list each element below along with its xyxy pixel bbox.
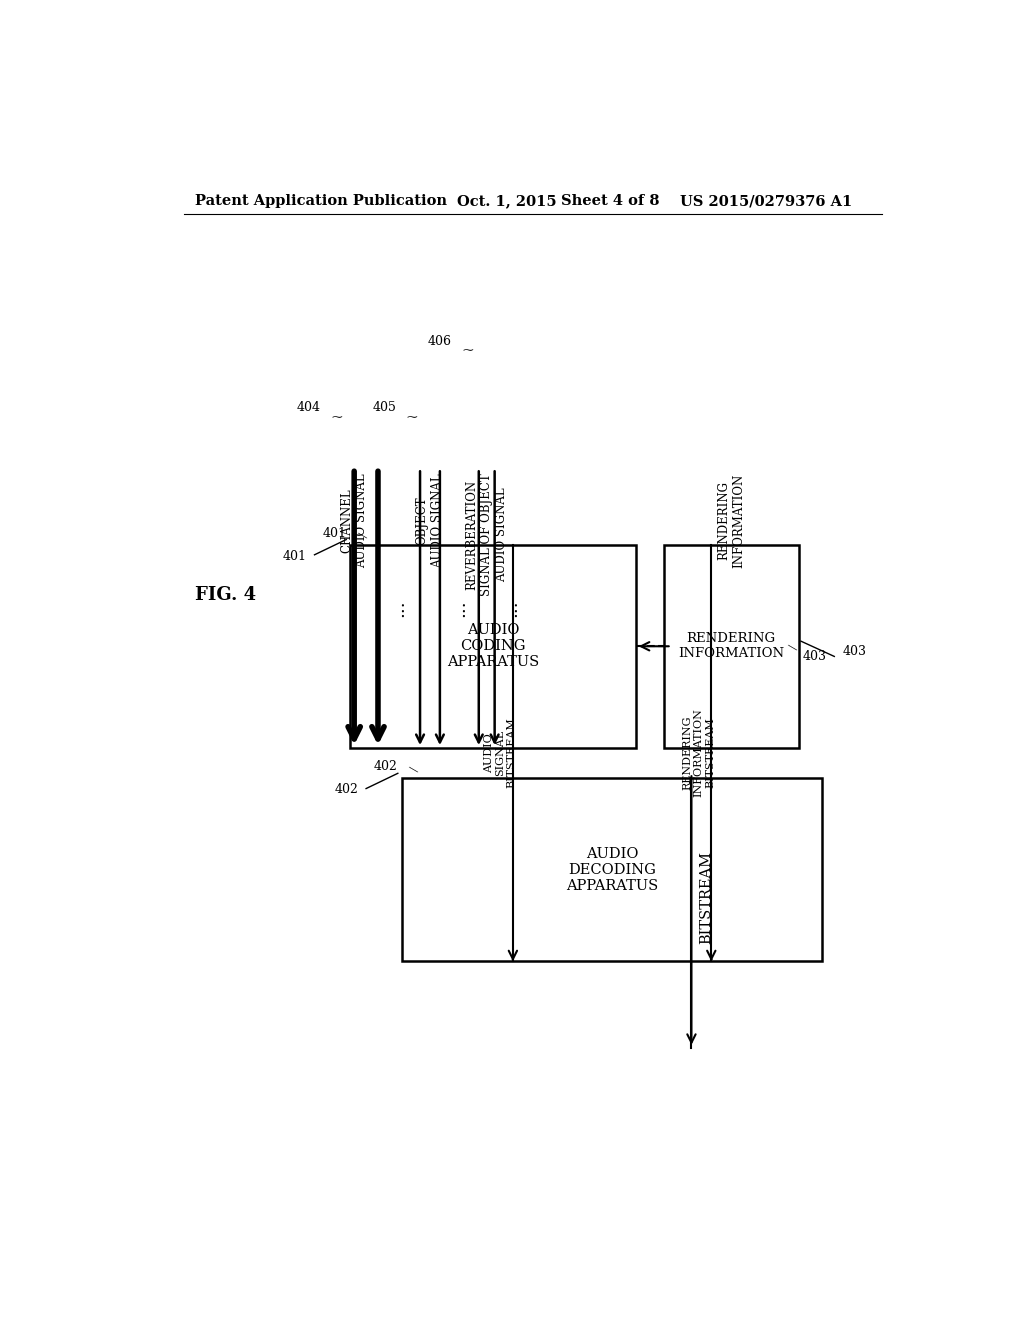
Bar <box>350 545 636 748</box>
Text: 403: 403 <box>803 649 826 663</box>
Text: 402: 402 <box>374 760 397 774</box>
Text: ...: ... <box>450 599 468 616</box>
Text: —: — <box>406 762 421 776</box>
Text: AUDIO
DECODING
APPARATUS: AUDIO DECODING APPARATUS <box>566 846 658 894</box>
Text: ...: ... <box>389 599 407 616</box>
Text: RENDERING
INFORMATION: RENDERING INFORMATION <box>717 474 745 568</box>
Text: BITSTREAM: BITSTREAM <box>698 851 713 944</box>
Bar <box>664 545 799 748</box>
Text: 405: 405 <box>373 401 396 414</box>
Text: Sheet 4 of 8: Sheet 4 of 8 <box>560 194 659 209</box>
Text: 401: 401 <box>323 527 346 540</box>
Text: 403: 403 <box>842 645 866 657</box>
Text: RENDERING
INFORMATION: RENDERING INFORMATION <box>678 632 784 660</box>
Text: FIG. 4: FIG. 4 <box>196 586 257 605</box>
Text: Oct. 1, 2015: Oct. 1, 2015 <box>458 194 557 209</box>
Text: 406: 406 <box>428 335 452 348</box>
Text: ~: ~ <box>406 411 419 425</box>
Text: AUDIO
CODING
APPARATUS: AUDIO CODING APPARATUS <box>446 623 540 669</box>
Text: OBJECT
AUDIO SIGNAL: OBJECT AUDIO SIGNAL <box>416 474 443 568</box>
Text: —: — <box>354 528 369 543</box>
Text: 404: 404 <box>297 401 321 414</box>
Text: CHANNEL
AUDIO SIGNAL: CHANNEL AUDIO SIGNAL <box>340 474 369 568</box>
Text: 401: 401 <box>283 549 306 562</box>
Text: RENDERING
INFORMATION
BITSTREAM: RENDERING INFORMATION BITSTREAM <box>682 709 715 797</box>
Text: —: — <box>784 640 800 655</box>
Text: ...: ... <box>503 599 520 616</box>
Text: ~: ~ <box>461 345 474 359</box>
Text: US 2015/0279376 A1: US 2015/0279376 A1 <box>680 194 852 209</box>
Text: REVERBERATION
SIGNAL OF OBJECT
AUDIO SIGNAL: REVERBERATION SIGNAL OF OBJECT AUDIO SIG… <box>465 474 508 597</box>
Text: ~: ~ <box>331 411 343 425</box>
Text: Patent Application Publication: Patent Application Publication <box>196 194 447 209</box>
Text: AUDIO
SIGNAL
BITSTREAM: AUDIO SIGNAL BITSTREAM <box>483 718 517 788</box>
Bar <box>401 779 822 961</box>
Text: 402: 402 <box>334 784 358 796</box>
